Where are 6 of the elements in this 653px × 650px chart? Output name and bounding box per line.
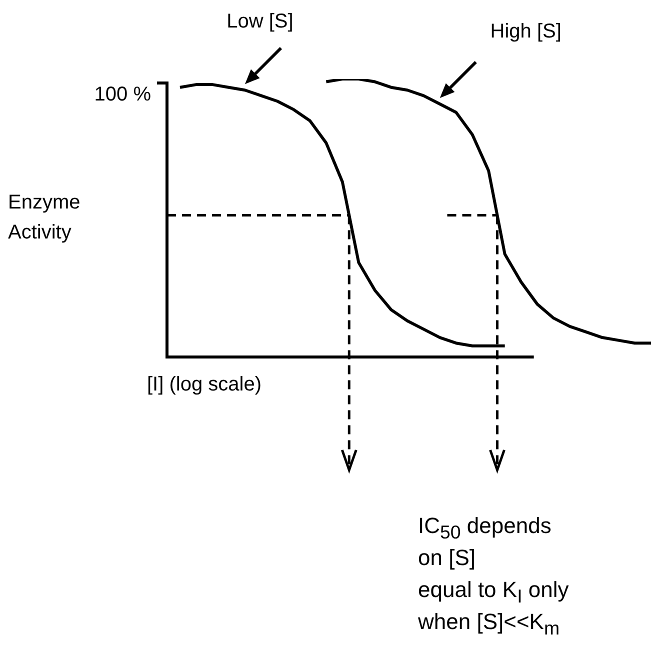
text: IC$_{50}$ depends on [S] equal to K$_{I}$ only when [S]<<K$_{m}$ [418, 513, 569, 638]
y-axis-title: Enzyme Activity [8, 192, 80, 244]
text: Low [S] [226, 10, 294, 33]
x-axis-title: [I] (log scale) [147, 374, 262, 396]
text: 100 % [94, 84, 152, 106]
text: High [S] [490, 20, 562, 43]
